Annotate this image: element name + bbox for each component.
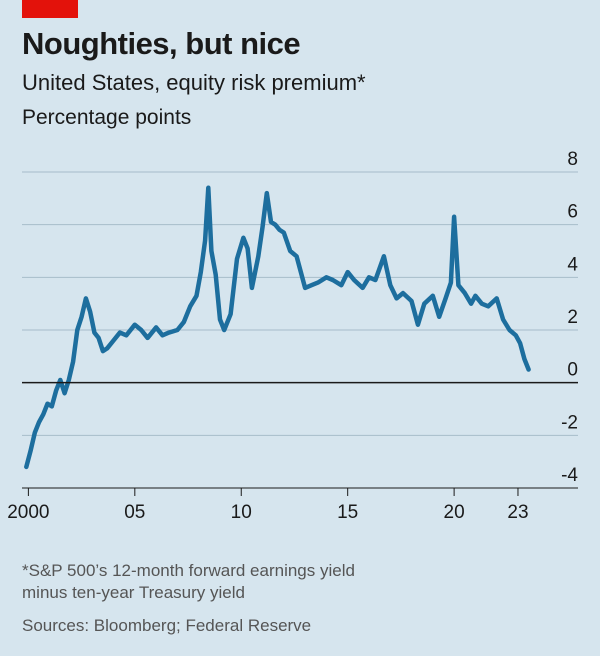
chart-title: Noughties, but nice — [22, 26, 301, 61]
y-tick-label: 6 — [567, 202, 578, 223]
y-tick-label: -4 — [561, 465, 578, 486]
x-tick-label: 2000 — [7, 502, 49, 523]
footnote: *S&P 500’s 12-month forward earnings yie… — [22, 560, 582, 604]
x-tick-label: 10 — [231, 502, 252, 523]
x-tick-label: 20 — [444, 502, 465, 523]
x-tick-label: 23 — [507, 502, 528, 523]
chart-subtitle: United States, equity risk premium* — [22, 70, 366, 95]
grid-layer — [22, 171, 578, 489]
y-tick-label: 8 — [567, 150, 578, 170]
y-tick-label: 2 — [567, 307, 578, 328]
series-layer — [24, 185, 531, 470]
series-line-equity-risk-premium — [24, 185, 531, 470]
footnote-line-2: minus ten-year Treasury yield — [22, 583, 245, 602]
y-tick-label: 0 — [567, 360, 578, 381]
x-tick-label: 05 — [124, 502, 145, 523]
chart-unit-label: Percentage points — [22, 106, 192, 129]
x-tick-label: 15 — [337, 502, 358, 523]
y-tick-label: -2 — [561, 412, 578, 433]
y-tick-label: 4 — [567, 254, 578, 275]
brand-red-tag — [22, 0, 78, 18]
footnote-line-1: *S&P 500’s 12-month forward earnings yie… — [22, 561, 355, 580]
sources-note: Sources: Bloomberg; Federal Reserve — [22, 616, 312, 635]
